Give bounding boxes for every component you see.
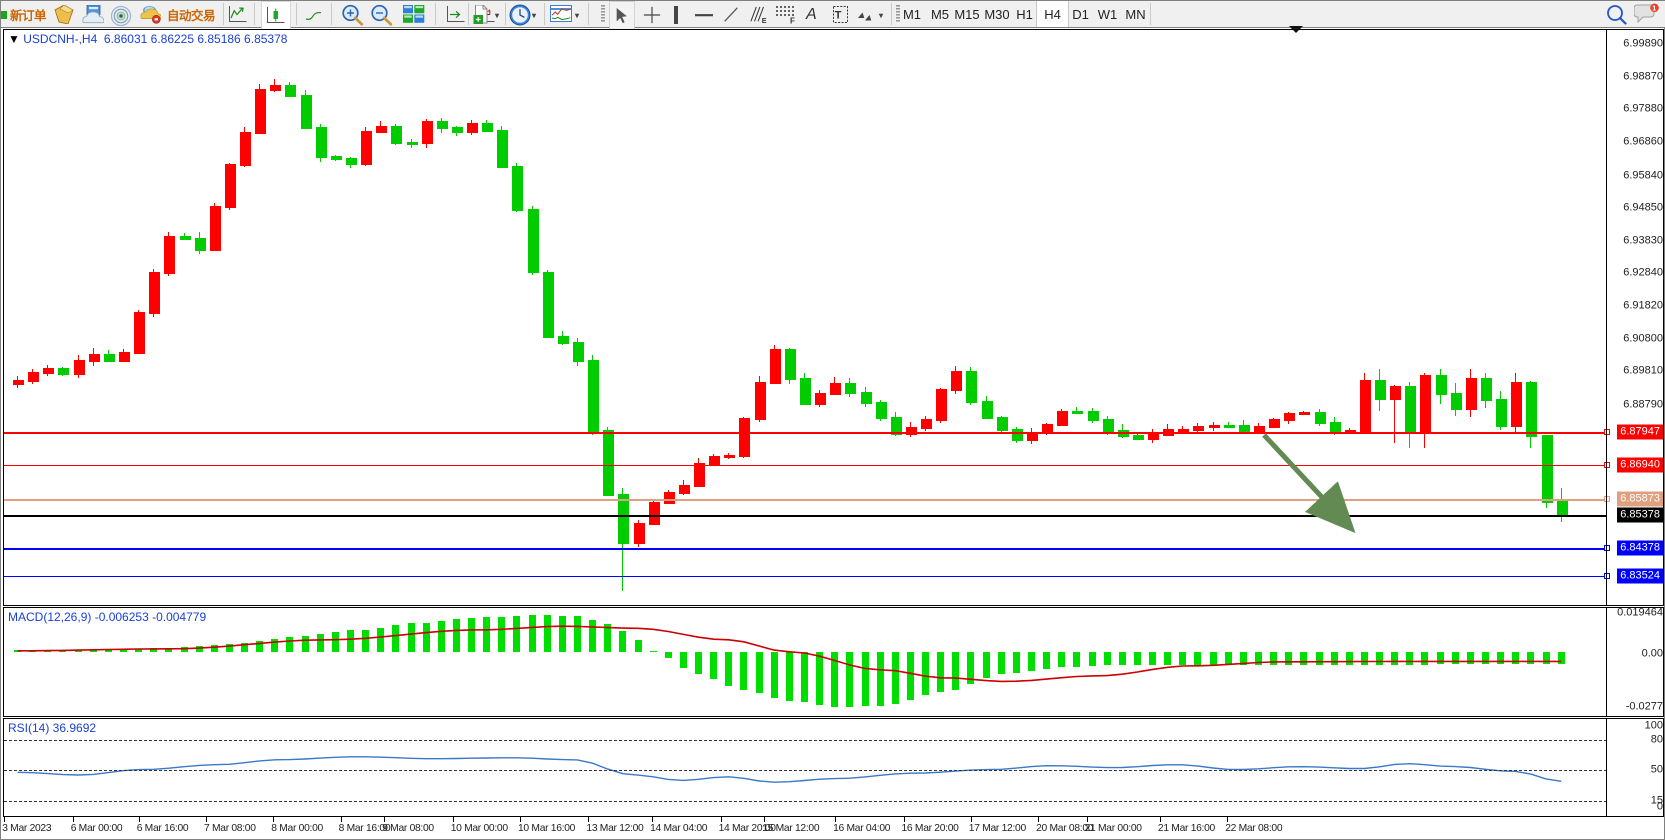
svg-text:F: F — [790, 16, 795, 24]
svg-text:T: T — [834, 10, 841, 22]
svg-text:E: E — [762, 16, 767, 24]
svg-text:1: 1 — [1652, 5, 1656, 12]
